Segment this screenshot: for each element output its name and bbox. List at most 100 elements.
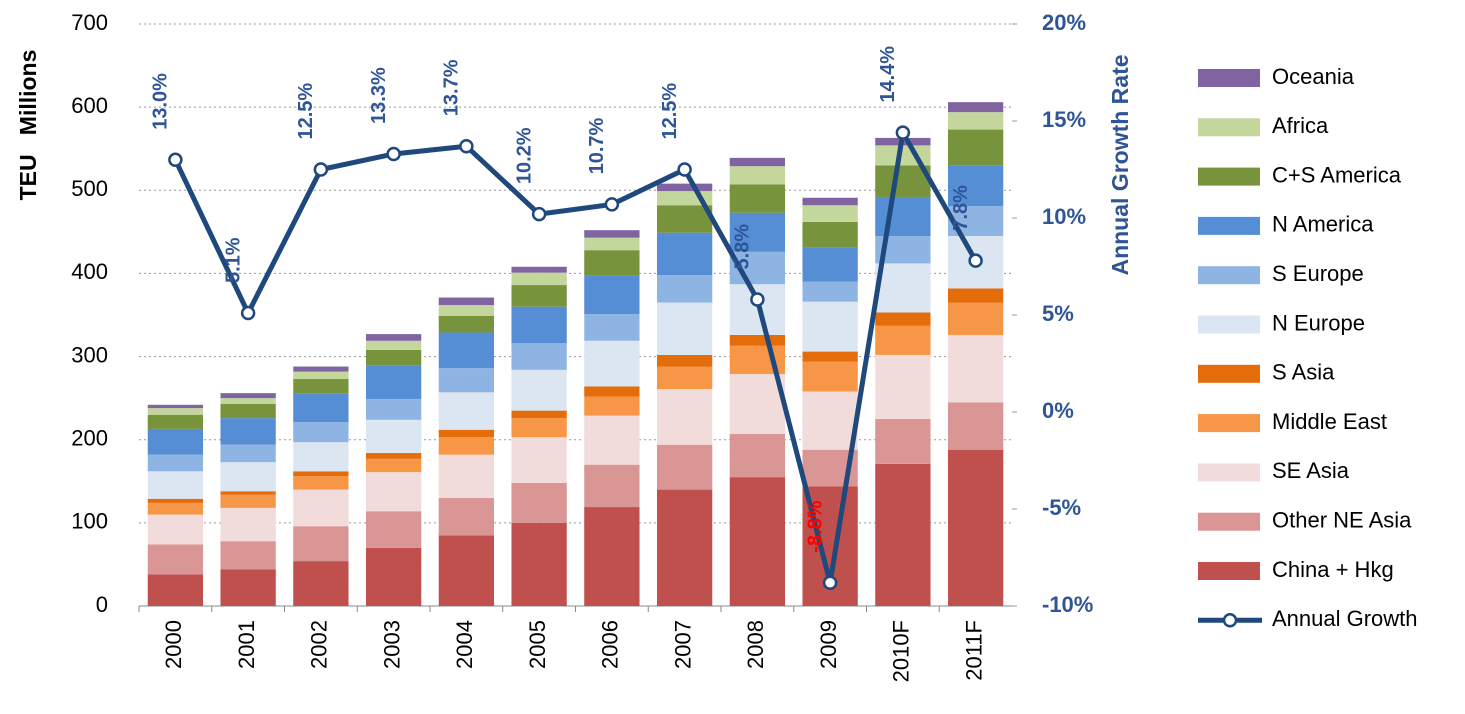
bar-segment xyxy=(511,266,567,273)
legend-swatch xyxy=(1198,266,1260,285)
growth-line xyxy=(173,125,978,584)
legend-label: N America xyxy=(1272,212,1374,237)
bar-segment xyxy=(293,471,349,477)
x-tick-label: 2008 xyxy=(743,620,768,669)
y2-tick-label: 10% xyxy=(1042,204,1086,229)
bar-segment xyxy=(947,165,1004,207)
legend-label: S Europe xyxy=(1272,261,1364,286)
x-tick-label: 2005 xyxy=(525,620,550,669)
bar-segment xyxy=(220,491,276,495)
bar-segment xyxy=(584,314,640,341)
bar-segment xyxy=(802,351,858,362)
bar-segment xyxy=(511,482,567,523)
bar-segment xyxy=(147,502,204,515)
bar-segment xyxy=(147,498,204,503)
bar-segment xyxy=(365,547,422,606)
x-tick-label: 2001 xyxy=(234,620,259,669)
growth-marker xyxy=(677,162,692,177)
growth-label: 5.8% xyxy=(732,224,754,270)
bar-segment xyxy=(438,297,495,306)
bar-segment xyxy=(511,343,567,370)
bar-segment xyxy=(729,334,786,346)
legend-label: Other NE Asia xyxy=(1272,508,1412,533)
bar-segment xyxy=(220,444,276,463)
bar-segment xyxy=(511,410,567,419)
bar-segment xyxy=(365,334,422,341)
bar-segment xyxy=(438,368,495,393)
x-tick-label: 2002 xyxy=(307,620,332,669)
bar-segment xyxy=(220,541,276,570)
bar-segment xyxy=(220,507,276,542)
bar-segment xyxy=(438,454,495,498)
bar-segment xyxy=(584,275,640,315)
x-tick-label: 2004 xyxy=(452,620,477,669)
bar-segment xyxy=(875,354,931,419)
growth-marker xyxy=(313,162,329,177)
y2-tick-label: -5% xyxy=(1042,495,1081,520)
bar-segment xyxy=(802,247,858,282)
growth-label: 5.1% xyxy=(222,237,244,283)
bar-segment xyxy=(293,442,349,472)
legend-swatch xyxy=(1198,414,1260,433)
bar-segment xyxy=(729,374,786,434)
bar-segment xyxy=(802,197,858,206)
legend-label: N Europe xyxy=(1272,310,1365,335)
bar-segment xyxy=(511,369,567,411)
legend-label: C+S America xyxy=(1272,162,1402,187)
legend-label: Oceania xyxy=(1272,64,1355,89)
y2-axis-label: Annual Growth Rate xyxy=(1107,54,1133,275)
bar-segment xyxy=(656,302,713,355)
x-tick-label: 2009 xyxy=(816,620,841,669)
bar-segment xyxy=(947,334,1004,403)
bar-segment xyxy=(656,183,713,192)
bar-segment xyxy=(947,129,1004,166)
legend-swatch xyxy=(1198,562,1260,580)
bar-segment xyxy=(365,453,422,459)
growth-marker xyxy=(604,197,620,212)
legend-swatch xyxy=(1198,463,1260,482)
bar-segment xyxy=(293,526,349,562)
y2-tick-label: 0% xyxy=(1042,398,1074,423)
bar-segment xyxy=(220,403,276,419)
bar-segment xyxy=(656,444,713,490)
bar-segment xyxy=(438,429,495,438)
bar-segment xyxy=(511,437,567,483)
bar-segment xyxy=(802,205,858,222)
y-axis-label: TEU Millions xyxy=(15,50,41,201)
bar-segment xyxy=(947,449,1004,606)
bar-segment xyxy=(729,477,786,606)
bar-segment xyxy=(438,315,495,333)
bar-segment xyxy=(365,349,422,366)
bar-segment xyxy=(365,472,422,512)
bar-segment xyxy=(729,284,786,335)
growth-marker xyxy=(168,152,183,168)
bar-segment xyxy=(293,379,349,394)
bar-segment xyxy=(147,574,204,606)
x-tick-label: 2003 xyxy=(379,620,404,669)
growth-marker xyxy=(750,292,765,307)
x-tick-label: 2000 xyxy=(161,620,186,669)
bar-segment xyxy=(656,366,713,389)
bar-segment xyxy=(438,332,495,369)
bar-segment xyxy=(220,494,276,508)
legend-swatch xyxy=(1198,69,1260,87)
y-tick-label: 0 xyxy=(96,592,108,617)
growth-label: 10.7% xyxy=(586,117,608,174)
y-tick-label: 400 xyxy=(71,259,108,284)
bar-segment xyxy=(947,288,1004,303)
bar-segment xyxy=(802,301,858,352)
growth-label: 13.0% xyxy=(150,73,172,130)
growth-marker xyxy=(895,125,911,140)
legend-marker xyxy=(1222,613,1238,628)
bar-segment xyxy=(147,408,204,415)
bar-segment xyxy=(220,393,276,399)
y2-tick-label: 5% xyxy=(1042,301,1074,326)
growth-label: 13.7% xyxy=(441,59,463,116)
bar-segment xyxy=(802,391,858,450)
growth-label: 12.5% xyxy=(659,83,681,140)
bar-segment xyxy=(875,263,931,313)
bar-segment xyxy=(875,418,931,464)
bar-segment xyxy=(656,205,713,233)
bar-segment xyxy=(875,325,931,355)
